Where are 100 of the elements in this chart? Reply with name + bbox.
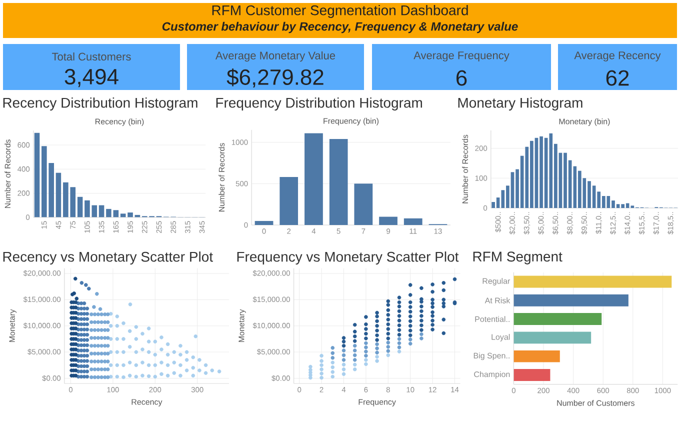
- point: [308, 364, 312, 369]
- x-axis-title: Recency: [132, 399, 162, 406]
- point: [420, 332, 424, 336]
- text: 62: [606, 70, 629, 86]
- x-axis-title: Recency (bin): [95, 118, 144, 126]
- point: [397, 345, 402, 350]
- bar: [56, 172, 62, 218]
- point: [364, 362, 368, 366]
- y-axis-title: Monetary: [238, 309, 246, 342]
- y-axis-title: Number of Records: [4, 140, 10, 208]
- point: [342, 372, 346, 376]
- bar: [254, 220, 274, 225]
- x-axis-title: Frequency (bin): [324, 118, 378, 126]
- category-label: Average Frequency: [414, 52, 510, 62]
- chart-title: Monetary Histogram: [458, 97, 582, 111]
- point: [92, 367, 97, 372]
- point: [100, 336, 104, 340]
- point: [375, 350, 379, 354]
- point: [106, 328, 110, 332]
- point: [106, 360, 110, 364]
- bar: [354, 184, 373, 225]
- point: [106, 312, 110, 316]
- point: [100, 312, 104, 316]
- x-axis-title: Monetary (bin): [559, 118, 610, 126]
- category-label: Average Monetary Value: [215, 51, 336, 62]
- point: [320, 363, 324, 368]
- point: [352, 358, 357, 362]
- point: [386, 344, 390, 349]
- category-label: Average Recency: [574, 52, 661, 62]
- point: [103, 375, 107, 380]
- text: 3,494: [64, 68, 118, 88]
- point: [106, 367, 110, 372]
- point: [408, 338, 412, 342]
- bar: [113, 210, 119, 218]
- point: [342, 362, 346, 367]
- point: [375, 346, 379, 350]
- y-axis-title: Monetary: [9, 309, 16, 342]
- point: [397, 337, 402, 341]
- point: [90, 344, 94, 348]
- point: [386, 349, 390, 353]
- bar: [379, 216, 398, 225]
- point: [92, 305, 96, 309]
- point: [90, 375, 94, 380]
- point: [73, 276, 78, 281]
- y-axis-title: Number of Records: [218, 143, 225, 212]
- point: [342, 367, 346, 372]
- point: [74, 296, 79, 300]
- y-axis-title: Number of Records: [462, 134, 468, 204]
- point: [92, 320, 97, 324]
- text: RFM Customer Segmentation Dashboard: [212, 4, 468, 18]
- point: [103, 367, 107, 372]
- point: [92, 360, 97, 364]
- chart-title: Recency vs Monetary Scatter Plot: [3, 251, 213, 265]
- bar: [280, 177, 298, 225]
- point: [342, 358, 346, 362]
- point: [103, 336, 107, 340]
- point: [364, 350, 368, 354]
- point: [96, 320, 100, 324]
- point: [103, 312, 107, 316]
- bar: [514, 332, 592, 344]
- point: [320, 376, 324, 380]
- point: [100, 367, 104, 372]
- chart-title: RFM Segment: [473, 252, 562, 264]
- bar: [514, 294, 628, 306]
- point: [90, 320, 94, 324]
- point: [320, 359, 324, 363]
- y-tick-label: Loyal: [492, 334, 510, 342]
- chart-title: Recency Distribution Histogram: [3, 97, 198, 111]
- point: [386, 340, 390, 345]
- point: [330, 351, 335, 356]
- point: [90, 336, 94, 340]
- x-axis-title: Number of Customers: [557, 400, 634, 406]
- point: [92, 336, 97, 340]
- point: [364, 358, 368, 362]
- point: [96, 360, 100, 364]
- point: [96, 375, 100, 380]
- point: [92, 312, 97, 316]
- point: [90, 360, 94, 364]
- bar: [98, 205, 104, 218]
- category-label: Total Customers: [52, 52, 131, 61]
- point: [397, 341, 402, 346]
- point: [90, 352, 94, 356]
- y-tick-label: At Risk: [484, 297, 510, 304]
- point: [90, 367, 94, 372]
- point: [96, 328, 100, 332]
- chart-title: Frequency vs Monetary Scatter Plot: [237, 251, 459, 265]
- point: [330, 365, 335, 370]
- point: [103, 344, 107, 348]
- point: [342, 348, 346, 352]
- point: [330, 374, 335, 379]
- point: [352, 362, 357, 367]
- point: [100, 352, 104, 356]
- text: $6,279.82: [226, 68, 324, 88]
- point: [92, 375, 97, 380]
- point: [96, 352, 100, 356]
- point: [375, 342, 379, 346]
- point: [100, 375, 104, 380]
- point: [96, 344, 100, 348]
- point: [352, 348, 357, 352]
- point: [375, 354, 379, 359]
